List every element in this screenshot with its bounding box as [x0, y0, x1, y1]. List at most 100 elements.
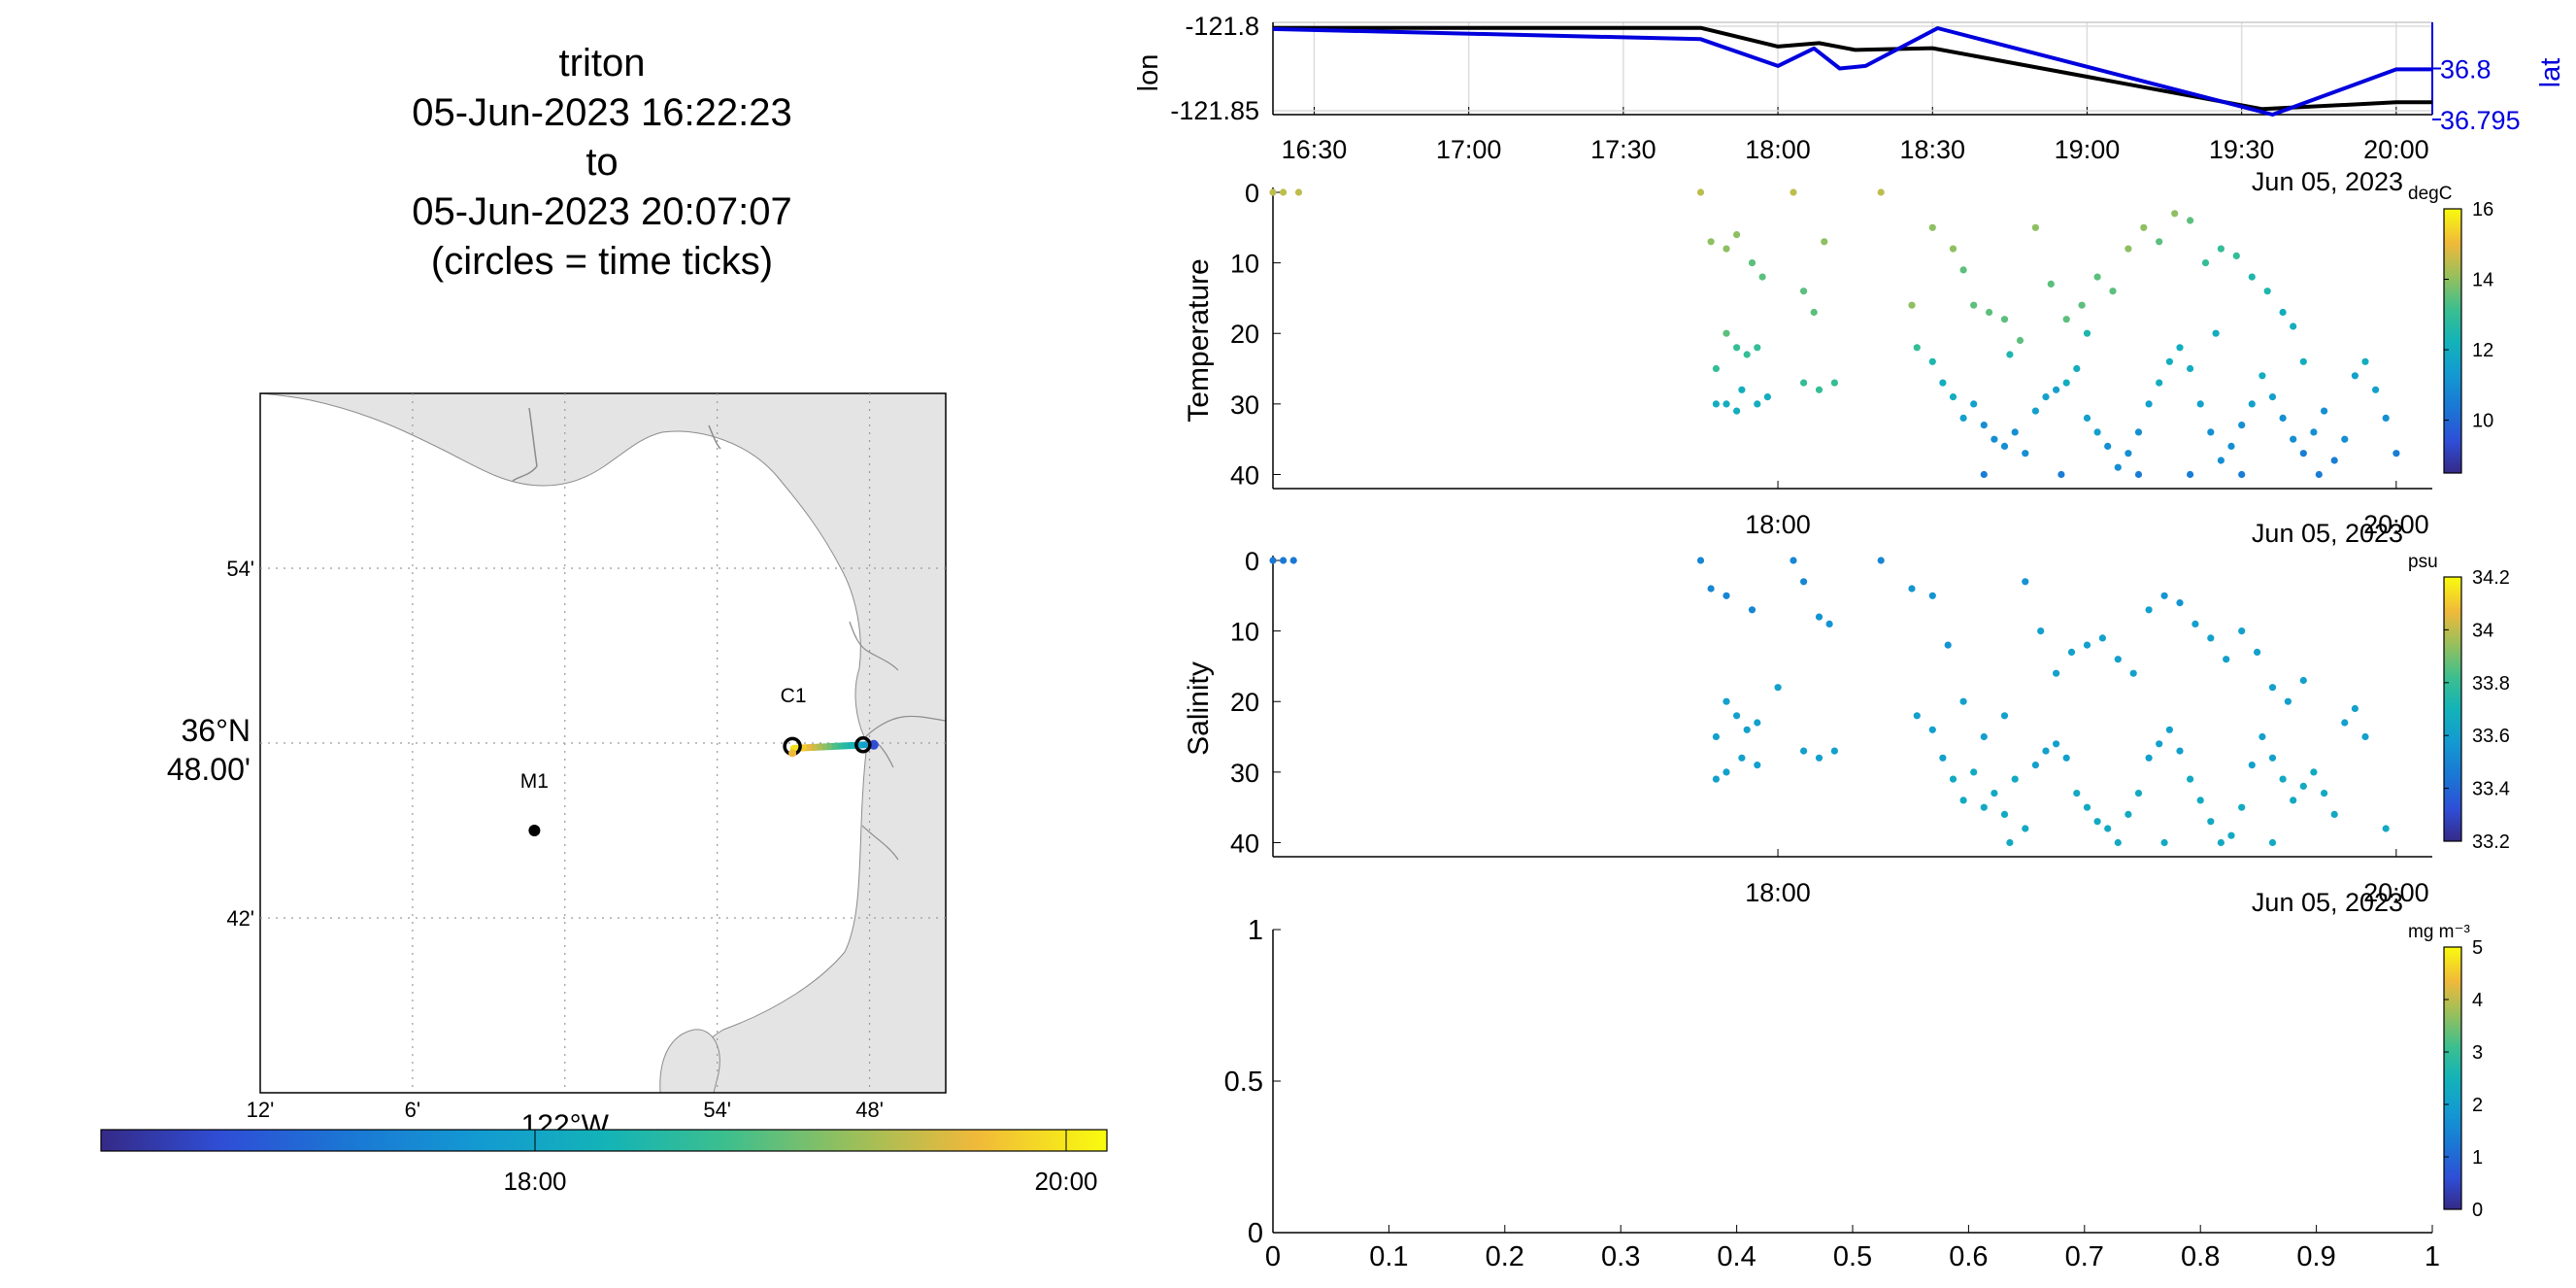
- temperature-point: [2187, 470, 2194, 479]
- temperature-point: [2134, 470, 2143, 479]
- chlorophyll-colorbar-tick-label: 1: [2472, 1147, 2483, 1169]
- temperature-point: [2279, 308, 2287, 317]
- temperature-point: [1758, 273, 1766, 281]
- map-lon-tick-label: 12': [247, 1098, 275, 1122]
- salinity-point: [2053, 669, 2060, 677]
- salinity-point: [2156, 740, 2163, 748]
- position-panel: 16:30 17:00 17:30 18:00 18:30 19:00 19:30 20:00…: [1133, 12, 2566, 196]
- temperature-point: [1980, 422, 1988, 429]
- chlorophyll-colorbar-tick-label: 5: [2472, 937, 2483, 959]
- salinity-point: [1980, 732, 1988, 741]
- salinity-point: [2207, 818, 2215, 826]
- temperature-point: [1815, 386, 1823, 393]
- salinity-point: [1774, 684, 1782, 692]
- salinity-point: [1928, 592, 1936, 599]
- temperature-point: [2315, 470, 2323, 479]
- temperature-point: [1877, 188, 1885, 196]
- temperature-x-tick-label: 20:00: [2363, 510, 2429, 539]
- temperature-point: [2011, 428, 2019, 436]
- chlorophyll-colorbar-label: mg m⁻³: [2408, 922, 2470, 942]
- temperature-point: [2145, 400, 2153, 408]
- salinity-point: [1723, 592, 1730, 599]
- position-y-tick-label: -121.85: [1170, 96, 1259, 125]
- time-colorbar-ticks: 18:00 20:00: [503, 1130, 1098, 1196]
- temperature-point: [1800, 288, 1808, 295]
- map-lat-tick-label: 42': [226, 906, 254, 931]
- temperature-point: [1939, 379, 1947, 387]
- temperature-y-tick-label: 10: [1230, 250, 1259, 279]
- temperature-x-tick-label: 18:00: [1745, 510, 1811, 539]
- temperature-point: [1830, 379, 1838, 387]
- salinity-point: [1754, 719, 1761, 727]
- salinity-colorbar-tick-label: 33.2: [2472, 831, 2510, 853]
- temperature-point: [1754, 344, 1761, 352]
- salinity-point: [2006, 838, 2014, 847]
- salinity-point: [1815, 754, 1823, 762]
- salinity-point: [2351, 704, 2359, 713]
- salinity-point: [2093, 818, 2101, 826]
- salinity-point: [1959, 697, 1967, 705]
- salinity-colorbar-tick-label: 33.4: [2472, 779, 2510, 800]
- salinity-point: [2073, 790, 2081, 797]
- salinity-point: [2037, 627, 2045, 635]
- chlorophyll-x-tick-label: 0.9: [2296, 1241, 2335, 1272]
- temperature-point: [2238, 470, 2246, 479]
- temperature-point: [2382, 414, 2390, 422]
- salinity-point: [2238, 803, 2246, 811]
- temperature-point: [1913, 344, 1921, 352]
- position-date-label: Jun 05, 2023: [2252, 167, 2403, 196]
- temperature-point: [2217, 457, 2225, 464]
- temperature-y-tick-label: 20: [1230, 320, 1259, 349]
- salinity-point: [1944, 641, 1952, 649]
- map-lon-tick-label: 6': [405, 1098, 420, 1122]
- temperature-point: [2171, 210, 2179, 218]
- position-x-tick-label: 19:00: [2055, 135, 2121, 164]
- temperature-point: [2176, 344, 2184, 352]
- salinity-point: [2124, 810, 2132, 819]
- temperature-point: [1949, 245, 1957, 253]
- salinity-colorbar-tick-label: 34: [2472, 620, 2493, 641]
- temperature-point: [1733, 231, 1741, 239]
- chlorophyll-x-tick-label: 0.1: [1369, 1241, 1408, 1272]
- salinity-point: [1980, 803, 1988, 811]
- temperature-point: [2047, 280, 2055, 288]
- salinity-point: [1738, 754, 1746, 762]
- track-end-point: [788, 749, 797, 758]
- chlorophyll-colorbar-tick-label: 0: [2472, 1200, 2483, 1221]
- temperature-point: [1743, 351, 1751, 358]
- temperature-point: [2124, 245, 2132, 253]
- temperature-point: [2093, 428, 2101, 436]
- map-lat-tick-label: 36°N: [182, 713, 251, 748]
- temperature-point: [2000, 442, 2009, 450]
- temperature-point: [2083, 329, 2091, 337]
- salinity-point: [1800, 578, 1808, 586]
- temperature-point: [1821, 238, 1828, 246]
- temperature-colorbar-tick-label: 10: [2472, 411, 2493, 432]
- salinity-point: [1723, 768, 1730, 776]
- chlorophyll-x-tick-label: 0.5: [1833, 1241, 1872, 1272]
- salinity-point: [1790, 557, 1797, 564]
- salinity-point: [2042, 747, 2050, 755]
- salinity-point: [2000, 810, 2009, 819]
- chlorophyll-x-tick-label: 0.3: [1601, 1241, 1640, 1272]
- temperature-point: [2124, 450, 2132, 458]
- temperature-point: [1748, 259, 1756, 267]
- chlorophyll-x-tick-label: 0: [1265, 1241, 1281, 1272]
- chlorophyll-x-tick-label: 1: [2425, 1241, 2440, 1272]
- salinity-point: [2104, 825, 2112, 832]
- salinity-colorbar-tick-label: 33.8: [2472, 673, 2510, 695]
- temperature-point: [2187, 217, 2194, 224]
- temperature-point: [2031, 407, 2039, 415]
- position-x-tick-label: 18:30: [1899, 135, 1965, 164]
- temperature-point: [1810, 308, 1818, 317]
- map-lon-tick-label: 54': [703, 1098, 731, 1122]
- salinity-point: [2134, 790, 2143, 797]
- temperature-point: [2207, 428, 2215, 436]
- temperature-point: [1723, 245, 1730, 253]
- salinity-point: [2254, 648, 2261, 657]
- position-x-tick-label: 17:00: [1436, 135, 1502, 164]
- position-x-tick-label: 20:00: [2363, 135, 2429, 164]
- salinity-point: [2268, 754, 2277, 762]
- temperature-point: [1970, 400, 1978, 408]
